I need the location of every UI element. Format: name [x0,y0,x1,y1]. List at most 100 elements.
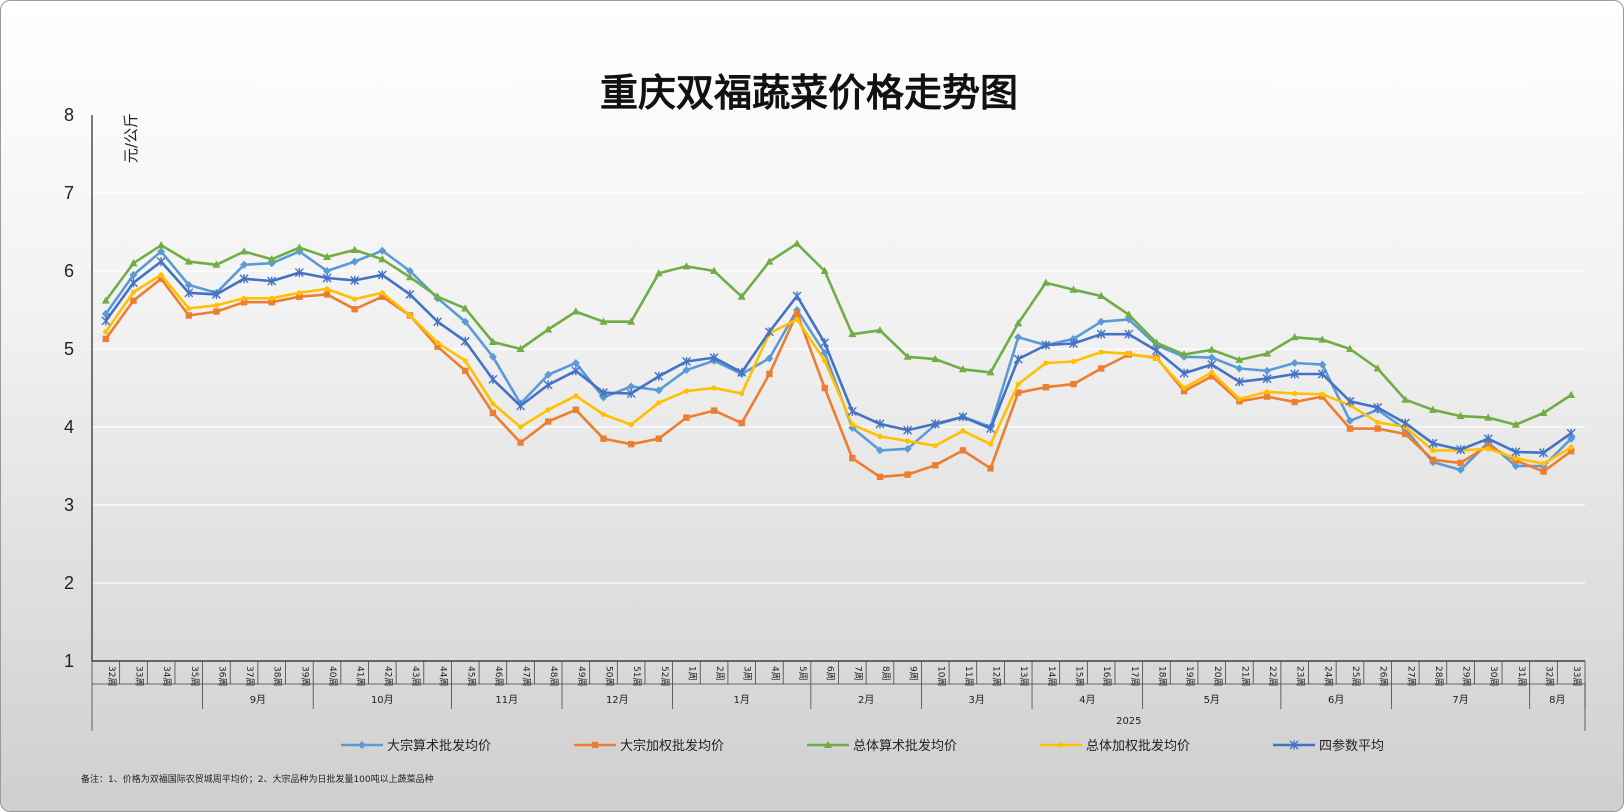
x-tick-label: 32周 [1544,666,1555,686]
x-tick-label: 14周 [1046,666,1057,686]
data-point [517,424,524,430]
x-tick-label: 12周 [991,666,1002,686]
data-point [129,270,138,279]
x-tick-label: 35周 [189,666,200,686]
data-point [1511,447,1521,457]
data-point [1429,456,1437,463]
data-point [378,246,387,255]
series-2 [101,239,1576,428]
data-point [571,366,581,376]
x-tick-label: 22周 [1267,666,1278,686]
x-tick-label: 1周 [686,666,697,681]
data-point [130,297,137,304]
data-point [239,274,249,284]
data-point [322,273,332,283]
x-tick-label: 29周 [1461,666,1472,686]
data-point [932,443,938,449]
data-point [1567,447,1575,455]
data-point [598,388,608,398]
data-point [1539,448,1549,458]
data-point [683,414,690,421]
data-point [765,354,774,363]
data-point [987,441,994,447]
data-point [654,371,664,381]
data-point [461,304,470,312]
data-point [1207,345,1216,353]
month-label: 12月 [606,694,629,706]
legend-label: 总体加权批发均价 [1086,738,1190,754]
data-point [1456,465,1465,474]
data-point [1264,389,1270,395]
x-tick-label: 17周 [1129,666,1140,686]
data-point [1069,285,1078,293]
data-point [103,329,109,335]
data-point [654,386,663,395]
data-point [1375,419,1381,425]
data-point [738,419,745,427]
data-point [1291,398,1298,406]
gridlines [92,114,1585,584]
axes: 1 2 3 4 5 6 7 8 32周 33周 34周 35周 36周 37周 38周 39周 40周 41周 42… [64,105,1586,731]
x-tick-label: 21周 [1239,666,1250,686]
data-point [1069,339,1079,349]
data-point [1096,329,1106,339]
x-tick-label: 48周 [548,666,559,686]
data-point [1318,335,1327,343]
data-point [1014,333,1023,342]
data-point [875,419,885,429]
data-point [571,359,580,368]
data-point [1290,359,1299,368]
x-tick-label: 44周 [438,666,449,686]
x-tick-label: 38周 [272,666,283,686]
y-tick-label: 2 [64,573,74,593]
data-point [681,356,691,366]
data-point [793,239,802,247]
data-point [544,325,553,333]
data-point [905,438,911,444]
legend-item: 四参数平均 [1273,738,1384,754]
data-point [626,388,636,398]
x-tick-label: 10周 [935,666,946,686]
legend-item: 大宗加权批发均价 [574,738,724,754]
year-label: 2025 [1116,716,1141,727]
series-lines [101,239,1576,481]
data-point [544,418,552,425]
data-point [211,289,221,299]
series-4 [101,257,1576,458]
series-line [104,260,1572,455]
data-point [1126,351,1132,357]
month-label: 8月 [1549,694,1565,706]
data-point [627,440,635,448]
month-label: 5月 [1204,694,1220,706]
data-point [157,275,165,282]
x-tick-label: 23周 [1295,666,1306,686]
series-line [104,273,1572,466]
x-tick-label: 31周 [1516,666,1527,686]
data-point [1456,445,1466,455]
x-tick-label: 2周 [714,666,725,681]
data-point [903,425,913,435]
legend-item: 总体算术批发均价 [807,738,957,754]
data-point [128,278,138,288]
data-point [932,462,939,469]
data-point [102,335,110,343]
y-tick-label: 4 [64,417,74,437]
x-tick-label: 24周 [1322,666,1333,686]
data-point [1209,369,1215,375]
data-point [186,305,192,312]
data-point [101,316,111,326]
data-point [516,344,525,352]
x-tick-label: 8周 [880,666,891,681]
data-point [600,411,607,418]
data-point [1345,344,1354,352]
series-0 [101,246,1576,474]
data-point [294,268,304,278]
data-point [820,266,829,274]
data-point [1179,368,1189,378]
data-point [405,289,415,299]
x-tick-label: 7周 [852,666,863,681]
data-point [766,370,773,378]
series-line [104,249,1573,472]
data-point [764,327,774,337]
